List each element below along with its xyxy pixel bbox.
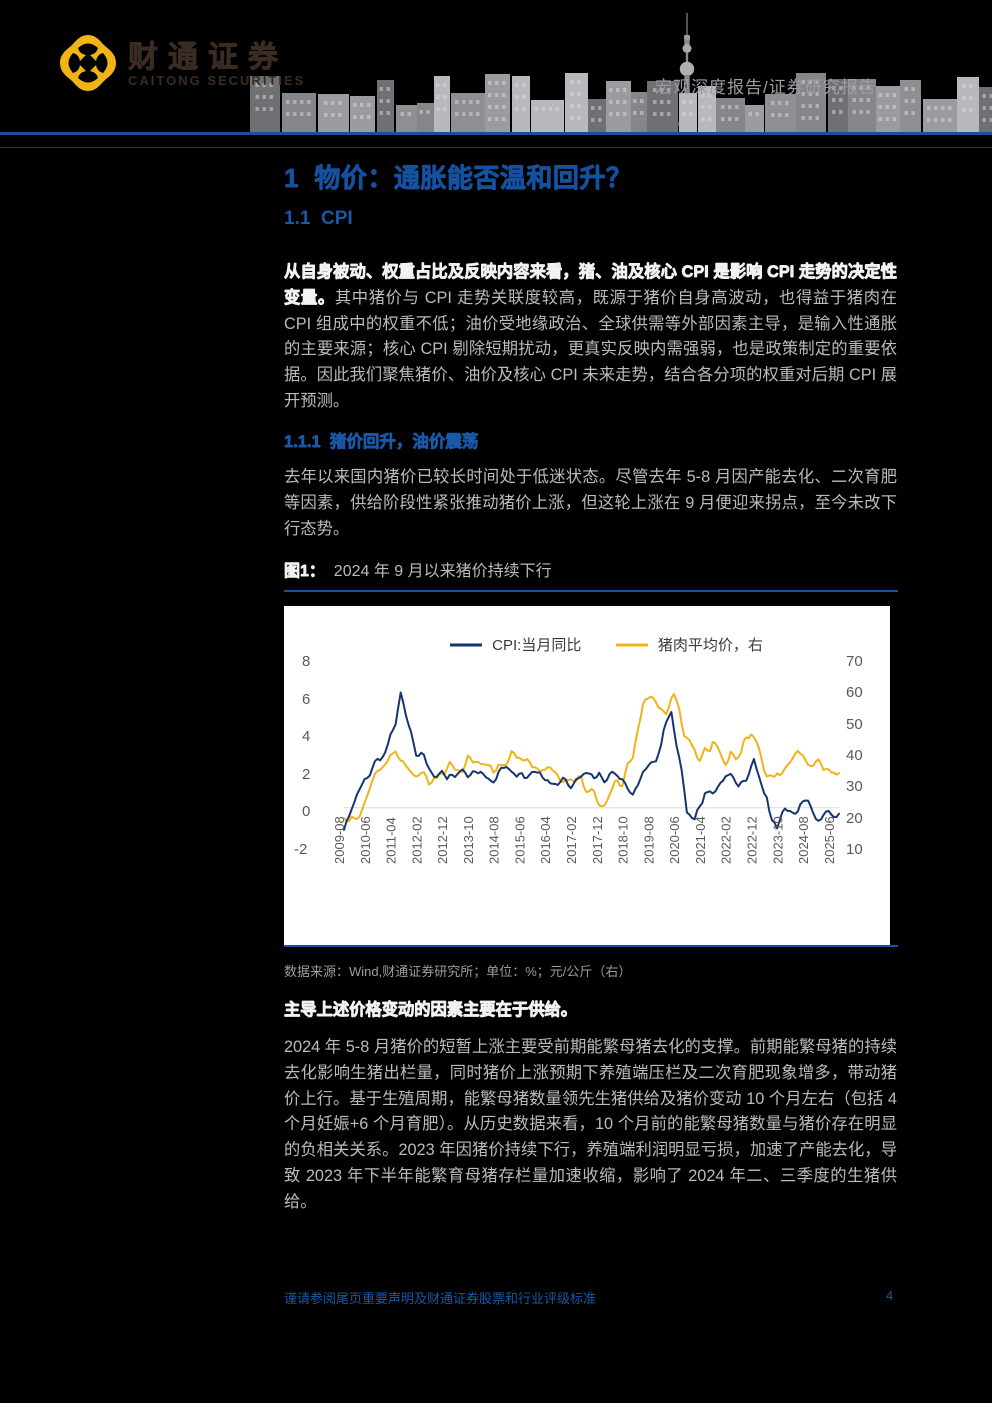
svg-text:2023-10: 2023-10 xyxy=(770,816,785,864)
svg-text:2009-08: 2009-08 xyxy=(332,816,347,864)
svg-text:2024-08: 2024-08 xyxy=(796,816,811,864)
svg-text:2022-02: 2022-02 xyxy=(719,816,734,864)
svg-text:2013-10: 2013-10 xyxy=(461,816,476,864)
svg-text:2010-06: 2010-06 xyxy=(358,816,373,864)
svg-text:2012-02: 2012-02 xyxy=(409,816,424,864)
svg-text:2025-06: 2025-06 xyxy=(822,816,837,864)
svg-text:2022-12: 2022-12 xyxy=(745,816,760,864)
svg-text:2015-06: 2015-06 xyxy=(513,816,528,864)
svg-text:2017-12: 2017-12 xyxy=(590,816,605,864)
svg-text:2019-08: 2019-08 xyxy=(641,816,656,864)
svg-text:2021-04: 2021-04 xyxy=(693,816,708,864)
svg-text:2018-10: 2018-10 xyxy=(616,816,631,864)
svg-text:2020-06: 2020-06 xyxy=(667,816,682,864)
svg-text:2012-12: 2012-12 xyxy=(435,816,450,864)
svg-text:2017-02: 2017-02 xyxy=(564,816,579,864)
svg-text:2016-04: 2016-04 xyxy=(538,816,553,864)
svg-text:2014-08: 2014-08 xyxy=(487,816,502,864)
svg-text:2011-04: 2011-04 xyxy=(384,817,399,864)
